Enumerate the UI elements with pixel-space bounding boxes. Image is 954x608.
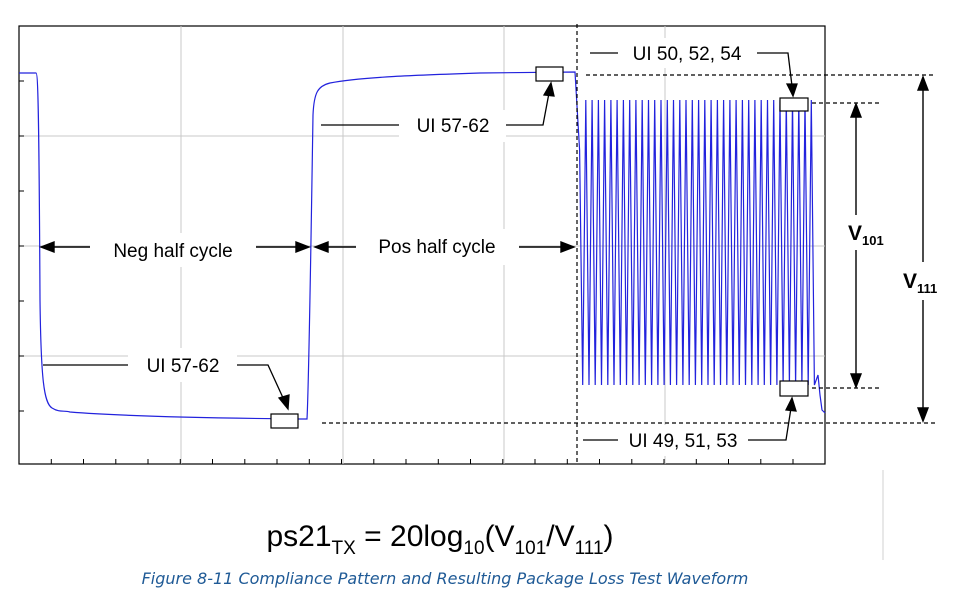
v111-label: V111 (903, 270, 937, 296)
ui-57-62-top-label: UI 57-62 (417, 116, 490, 137)
loss-equation: ps21TX = 20log10(V101/V111) (266, 520, 613, 559)
eq-part-5: ) (604, 520, 614, 553)
figure-caption: Figure 8-11 Compliance Pattern and Resul… (142, 569, 749, 588)
ui-57-62-bottom-label: UI 57-62 (147, 356, 220, 377)
marker-boxes (270, 66, 809, 429)
eq-part-3: (V (485, 520, 515, 553)
v101-main: V (848, 222, 862, 245)
eq-sub-1: TX (332, 538, 357, 559)
marker-box-bottom (270, 413, 299, 429)
eq-sub-3: 101 (515, 538, 547, 559)
v101-label: V101 (848, 222, 884, 248)
leader-lines (43, 52, 798, 441)
waveform-trace (19, 71, 826, 420)
pos-half-cycle-label: Pos half cycle (378, 237, 495, 258)
half-cycle-arrows (39, 240, 576, 254)
ui-50-52-54-label: UI 50, 52, 54 (633, 44, 742, 65)
v101-sub: 101 (862, 233, 884, 248)
eq-sub-2: 10 (463, 538, 484, 559)
v111-main: V (903, 270, 917, 293)
v111-sub: 111 (917, 281, 937, 296)
eq-part-4: /V (546, 520, 574, 553)
eq-part-2: = 20log (356, 520, 464, 553)
amplitude-arrows (849, 75, 930, 423)
ui-49-51-53-label: UI 49, 51, 53 (629, 431, 738, 452)
eq-part-1: ps21 (266, 520, 331, 553)
reference-lines (322, 24, 936, 462)
marker-box-trough (779, 380, 809, 397)
marker-box-peak (779, 97, 809, 112)
axis-ticks (19, 80, 794, 464)
eq-sub-4: 111 (575, 538, 604, 559)
marker-box-top (535, 66, 564, 82)
neg-half-cycle-label: Neg half cycle (113, 241, 232, 262)
